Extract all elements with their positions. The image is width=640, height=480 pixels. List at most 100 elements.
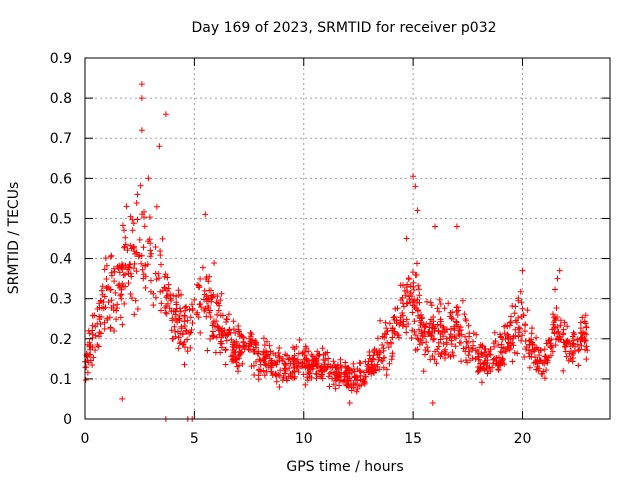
data-point — [303, 355, 310, 362]
data-point — [414, 335, 421, 342]
data-point — [447, 331, 454, 338]
data-point — [118, 291, 125, 298]
data-point — [354, 377, 361, 384]
data-point — [294, 365, 301, 371]
data-point — [308, 351, 315, 358]
chart-title: Day 169 of 2023, SRMTID for receiver p03… — [191, 20, 496, 36]
data-point — [130, 245, 137, 252]
data-point — [218, 344, 225, 351]
data-point — [462, 316, 469, 322]
data-point — [578, 335, 584, 342]
data-point — [386, 320, 393, 327]
data-point — [111, 328, 118, 334]
data-point — [239, 333, 246, 340]
data-point — [554, 275, 561, 282]
data-point — [413, 271, 420, 278]
data-point — [235, 362, 242, 369]
data-point — [107, 287, 114, 293]
data-point — [161, 273, 168, 280]
data-point — [121, 300, 128, 307]
data-point — [214, 323, 221, 329]
data-point — [477, 363, 484, 370]
data-point — [416, 292, 423, 299]
data-point — [556, 333, 563, 340]
data-point — [120, 283, 127, 290]
data-point — [164, 300, 171, 307]
data-point — [212, 349, 219, 356]
data-point — [248, 341, 255, 348]
data-point — [103, 276, 110, 282]
data-point — [511, 310, 518, 317]
data-point — [257, 368, 264, 375]
data-point — [200, 296, 207, 303]
data-point — [233, 359, 240, 366]
data-point — [523, 344, 530, 350]
y-axis-title: SRMTID / TECUs — [6, 182, 22, 295]
x-tick-label: 20 — [514, 431, 532, 447]
data-point — [435, 351, 442, 357]
data-point — [419, 332, 426, 339]
data-point — [434, 305, 441, 312]
data-point — [280, 374, 287, 381]
data-point — [406, 296, 413, 303]
data-point — [435, 339, 442, 346]
data-point — [519, 267, 526, 274]
x-tick-label: 5 — [190, 431, 199, 447]
data-point — [583, 331, 590, 338]
data-point — [299, 360, 306, 367]
data-point — [534, 363, 541, 370]
data-point — [114, 301, 121, 308]
data-point — [250, 362, 257, 369]
data-point — [570, 337, 577, 344]
data-point — [101, 293, 108, 300]
y-tick-label: 0.6 — [50, 171, 72, 187]
data-point — [544, 359, 551, 366]
axis-ticks: 0 0.1 0.2 0.3 0.4 0.5 0.6 0.7 0.8 0.9 0 5 10 15 20 — [50, 51, 610, 447]
data-point — [111, 268, 118, 275]
data-point — [497, 331, 503, 338]
data-point — [277, 367, 284, 374]
data-point — [117, 284, 123, 291]
data-point — [139, 211, 146, 218]
data-point — [535, 367, 542, 374]
data-point — [437, 322, 444, 329]
data-point — [238, 332, 245, 339]
data-point — [453, 223, 460, 230]
data-point — [466, 330, 473, 337]
data-point — [582, 312, 589, 319]
data-point — [188, 327, 195, 333]
data-point — [453, 318, 460, 325]
data-point — [183, 328, 190, 335]
data-point — [428, 302, 435, 309]
data-point — [121, 227, 127, 234]
data-point — [506, 340, 512, 347]
data-point — [313, 356, 320, 363]
data-point — [350, 360, 357, 367]
data-point — [89, 362, 96, 368]
data-point — [582, 337, 589, 344]
data-point — [276, 384, 283, 390]
data-point — [108, 272, 115, 279]
data-point — [239, 360, 246, 367]
data-point — [371, 349, 378, 356]
data-point — [465, 344, 472, 351]
plot-frame — [84, 57, 611, 420]
data-point — [181, 323, 188, 329]
data-point — [256, 356, 263, 363]
data-point — [127, 213, 134, 220]
data-point — [158, 307, 164, 314]
data-point — [324, 363, 331, 370]
data-point — [524, 307, 531, 314]
data-point — [583, 343, 590, 350]
data-point — [155, 270, 162, 277]
data-point — [181, 318, 188, 325]
data-point — [526, 364, 533, 371]
data-point — [410, 287, 417, 293]
data-point — [342, 378, 348, 385]
data-point — [107, 253, 114, 260]
data-point — [556, 267, 563, 274]
data-point — [535, 360, 541, 367]
data-point — [512, 326, 519, 333]
data-point — [521, 354, 528, 360]
data-point — [420, 368, 427, 375]
